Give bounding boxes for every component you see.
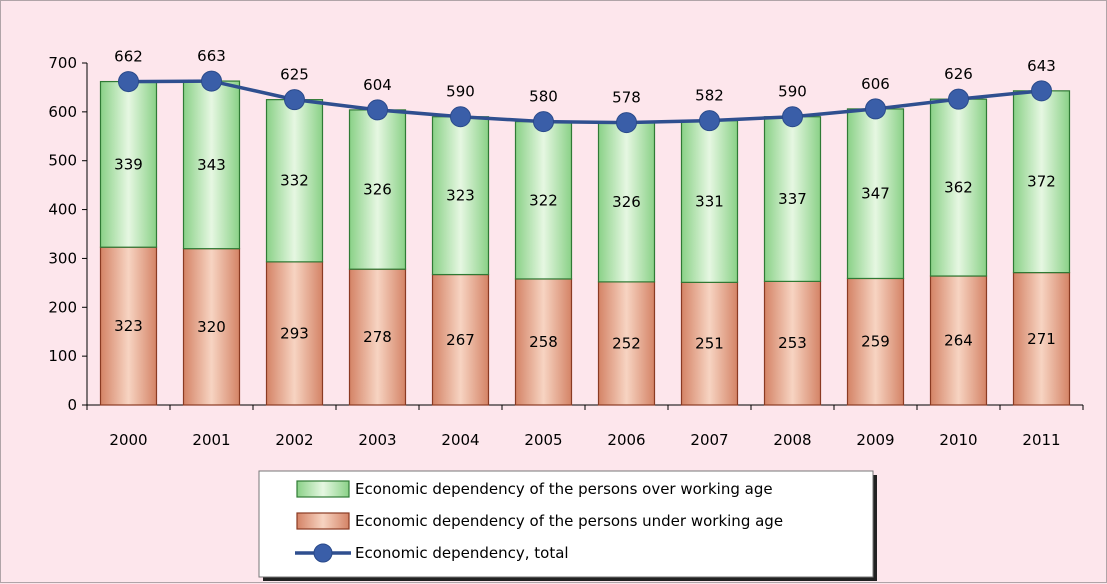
y-tick-label: 200 [48, 298, 77, 316]
legend-swatch [296, 480, 350, 498]
data-label-total: 590 [446, 83, 475, 101]
bar-over-working-age [929, 98, 988, 277]
data-label-over: 323 [446, 187, 475, 205]
legend-swatch [296, 512, 350, 530]
y-tick-label: 600 [48, 103, 77, 121]
data-label-total: 606 [861, 75, 890, 93]
data-label-total: 582 [695, 87, 724, 105]
y-tick-label: 300 [48, 249, 77, 267]
y-tick-label: 100 [48, 347, 77, 365]
x-tick-label: 2009 [856, 431, 894, 449]
data-label-over: 372 [1027, 173, 1056, 191]
x-tick-label: 2007 [690, 431, 728, 449]
data-label-over: 332 [280, 172, 309, 190]
y-tick-label: 700 [48, 54, 77, 72]
x-tick-label: 2002 [275, 431, 313, 449]
bar-over-working-age [597, 122, 656, 283]
x-tick-label: 2005 [524, 431, 562, 449]
data-label-under: 253 [778, 334, 807, 352]
data-label-under: 271 [1027, 330, 1056, 348]
data-label-under: 293 [280, 324, 309, 342]
data-label-over: 343 [197, 156, 226, 174]
data-label-under: 264 [944, 332, 973, 350]
bar-under-working-age [99, 246, 158, 406]
point-total [948, 88, 969, 110]
point-total [284, 89, 305, 111]
y-tick-label: 400 [48, 201, 77, 219]
bar-under-working-age [1012, 271, 1071, 406]
data-label-total: 626 [944, 65, 973, 83]
x-tick-label: 2004 [441, 431, 479, 449]
data-label-under: 251 [695, 335, 724, 353]
x-tick-label: 2008 [773, 431, 811, 449]
data-label-total: 643 [1027, 57, 1056, 75]
data-label-over: 326 [363, 181, 392, 199]
point-total [533, 111, 554, 133]
bar-over-working-age [348, 109, 407, 270]
data-label-under: 320 [197, 318, 226, 336]
data-label-total: 663 [197, 47, 226, 65]
y-tick-label: 0 [67, 396, 77, 414]
bar-under-working-age [182, 248, 241, 406]
line-total [128, 79, 1042, 125]
bar-under-working-age [348, 268, 407, 406]
data-label-over: 362 [944, 179, 973, 197]
data-label-under: 278 [363, 328, 392, 346]
point-total [699, 110, 720, 132]
bar-over-working-age [265, 99, 324, 263]
bar-over-working-age [99, 80, 158, 248]
bar-over-working-age [846, 108, 905, 280]
data-label-total: 604 [363, 76, 392, 94]
bar-over-working-age [431, 116, 490, 276]
legend-swatch-marker [313, 543, 333, 563]
bar-under-working-age [763, 280, 822, 406]
data-label-total: 590 [778, 83, 807, 101]
data-label-total: 625 [280, 66, 309, 84]
data-label-under: 258 [529, 333, 558, 351]
bar-under-working-age [265, 261, 324, 406]
data-label-total: 578 [612, 89, 641, 107]
point-total [782, 106, 803, 128]
data-label-over: 322 [529, 191, 558, 209]
point-total [450, 106, 471, 128]
x-tick-label: 2001 [192, 431, 230, 449]
bar-over-working-age [1012, 90, 1071, 274]
data-label-total: 662 [114, 48, 143, 66]
data-label-over: 347 [861, 185, 890, 203]
point-total [201, 70, 222, 92]
point-total [1031, 80, 1052, 102]
legend-entry-label: Economic dependency of the persons over … [355, 480, 773, 498]
bar-over-working-age [182, 80, 241, 250]
x-tick-label: 2000 [109, 431, 147, 449]
point-total [118, 71, 139, 93]
x-tick-label: 2003 [358, 431, 396, 449]
legend-entry-label: Economic dependency of the persons under… [355, 512, 783, 530]
data-label-over: 337 [778, 190, 807, 208]
y-tick-label: 500 [48, 152, 77, 170]
data-label-under: 267 [446, 331, 475, 349]
legend-entry-label: Economic dependency, total [355, 544, 569, 562]
data-label-under: 252 [612, 334, 641, 352]
bar-under-working-age [431, 273, 490, 406]
point-total [367, 99, 388, 121]
x-tick-label: 2010 [939, 431, 977, 449]
data-label-total: 580 [529, 88, 558, 106]
data-label-under: 323 [114, 317, 143, 335]
point-total [616, 112, 637, 134]
x-tick-label: 2006 [607, 431, 645, 449]
point-total [865, 98, 886, 120]
x-tick-label: 2011 [1022, 431, 1060, 449]
data-label-over: 331 [695, 193, 724, 211]
bar-under-working-age [846, 277, 905, 406]
bar-under-working-age [597, 281, 656, 406]
legend-box [258, 470, 874, 578]
data-label-over: 339 [114, 155, 143, 173]
data-label-over: 326 [612, 193, 641, 211]
data-label-under: 259 [861, 333, 890, 351]
